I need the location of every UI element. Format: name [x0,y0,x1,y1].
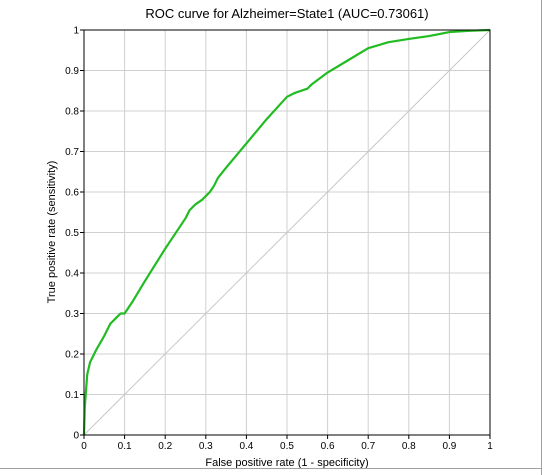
y-tick-label-6: 0.6 [65,188,79,199]
window-edge-right [541,0,542,475]
x-tick-label-0: 0 [81,441,87,452]
y-axis-ticks: 0 0.1 0.2 0.3 0.4 0.5 0.6 0.7 0.8 0.9 1 [65,26,84,442]
x-tick-label-7: 0.7 [361,441,375,452]
y-tick-label-8: 0.8 [65,107,79,118]
x-tick-label-2: 0.2 [158,441,172,452]
window-edge-bottom [0,468,542,469]
y-tick-label-9: 0.9 [65,66,79,77]
y-tick-label-10: 1 [73,26,79,37]
y-tick-label-4: 0.4 [65,269,79,280]
y-tick-label-7: 0.7 [65,147,79,158]
x-tick-label-10: 1 [487,441,493,452]
roc-curve-line [82,28,491,436]
chart-title: ROC curve for Alzheimer=State1 (AUC=0.73… [145,6,428,21]
y-axis-label: True positive rate (sensitivity) [46,161,58,304]
x-tick-label-6: 0.6 [321,441,335,452]
x-tick-label-9: 0.9 [442,441,456,452]
x-tick-label-5: 0.5 [280,441,294,452]
x-axis-ticks: 0 0.1 0.2 0.3 0.4 0.5 0.6 0.7 0.8 0.9 1 [81,435,493,452]
y-tick-label-0: 0 [73,431,79,442]
y-tick-label-1: 0.1 [65,390,79,401]
x-axis-label: False positive rate (1 - specificity) [205,457,368,469]
x-tick-label-4: 0.4 [239,441,253,452]
x-tick-label-1: 0.1 [118,441,132,452]
y-tick-label-2: 0.2 [65,350,79,361]
y-tick-label-3: 0.3 [65,309,79,320]
y-tick-label-5: 0.5 [65,228,79,239]
x-tick-label-8: 0.8 [402,441,416,452]
diagonal-reference-line [83,29,491,436]
x-tick-label-3: 0.3 [199,441,213,452]
